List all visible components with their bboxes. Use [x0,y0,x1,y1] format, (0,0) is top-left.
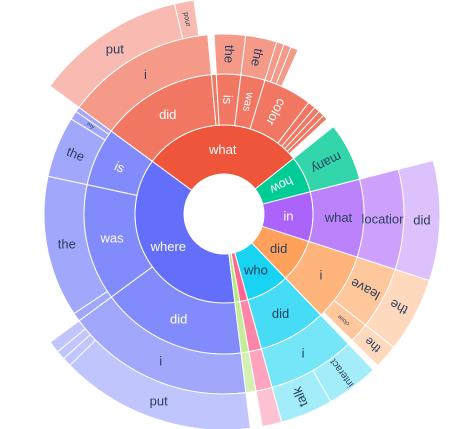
sunburst-label-what-did-i: i [144,67,147,82]
sunburst-label-what-did-i-pour: pour [182,11,194,28]
sunburst-label-did-i-leave-the: the [387,296,410,318]
sunburst-label-where-was-the: the [58,236,76,251]
sunburst-label-did: did [270,241,287,256]
sunburst-label-where-is-my: my [85,121,95,130]
sunburst-label-where: where [150,239,186,254]
sunburst-label-where-is-the: the [64,144,86,165]
sunburst-label-who-did-i: i [302,346,305,361]
sunburst-label-in-what-location-did: did [413,213,430,228]
sunburst-label-who-did-i-talk: talk [289,384,311,409]
sunburst-label-what-is-the: the [221,45,237,64]
sunburst-label-where-did-i: i [159,353,162,368]
sunburst-label-where-did-i-put: put [150,393,168,408]
sunburst-label-did-i: i [320,267,323,282]
sunburst-label-where-did: did [170,312,187,327]
sunburst-label-in: in [283,209,293,224]
sunburst-center-hole [184,174,264,254]
sunburst-label-what-was: was [240,90,256,113]
sunburst-label-what-did-i-put: put [106,41,124,56]
sunburst-segment-what-did-i-pour[interactable] [173,0,200,40]
sunburst-label-in-what: what [324,210,353,225]
sunburst-segment-what-y4[interactable] [286,114,328,155]
sunburst-label-what: what [208,142,237,157]
sunburst-label-where-was: was [100,231,125,246]
sunburst-segment-what-color-c3[interactable] [275,46,299,88]
sunburst-label-what-was-the: the [248,47,266,68]
sunburst-segment-which-a-b[interactable] [240,351,257,394]
sunburst-segment-did-i-close-the[interactable] [351,324,395,367]
sunburst-label-what-did: did [159,107,176,122]
sunburst-label-what-is: is [220,95,235,105]
sunburst-label-who: who [243,263,268,278]
sunburst-label-in-what-location: location [362,211,407,226]
sunburst-label-who-did: did [272,306,289,321]
